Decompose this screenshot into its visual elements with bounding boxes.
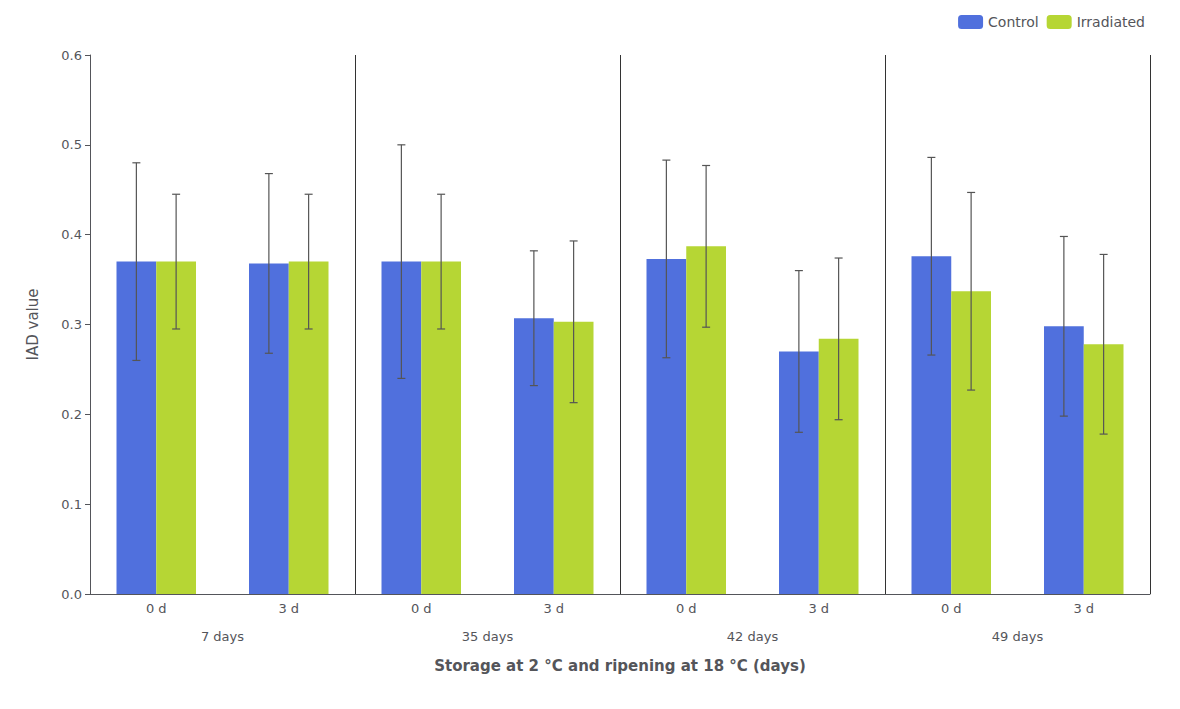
svg-text:49 days: 49 days [992,629,1044,644]
svg-text:35 days: 35 days [462,629,514,644]
svg-text:0.4: 0.4 [61,227,82,242]
svg-text:0 d: 0 d [146,601,167,616]
svg-text:Storage at 2 °C and ripening a: Storage at 2 °C and ripening at 18 °C (d… [434,657,806,675]
svg-text:0.1: 0.1 [61,497,82,512]
svg-text:IAD value: IAD value [24,289,42,361]
svg-text:Irradiated: Irradiated [1077,14,1145,30]
svg-text:3 d: 3 d [808,601,829,616]
svg-text:3 d: 3 d [278,601,299,616]
svg-text:0 d: 0 d [411,601,432,616]
svg-text:3 d: 3 d [543,601,564,616]
svg-text:0.5: 0.5 [61,137,82,152]
svg-text:0.2: 0.2 [61,407,82,422]
svg-text:0.6: 0.6 [61,48,82,63]
svg-text:0 d: 0 d [941,601,962,616]
svg-text:7 days: 7 days [201,629,244,644]
svg-text:0.0: 0.0 [61,587,82,602]
svg-text:3 d: 3 d [1073,601,1094,616]
svg-text:0.3: 0.3 [61,317,82,332]
svg-text:0 d: 0 d [676,601,697,616]
svg-text:42 days: 42 days [727,629,779,644]
svg-text:Control: Control [988,14,1039,30]
